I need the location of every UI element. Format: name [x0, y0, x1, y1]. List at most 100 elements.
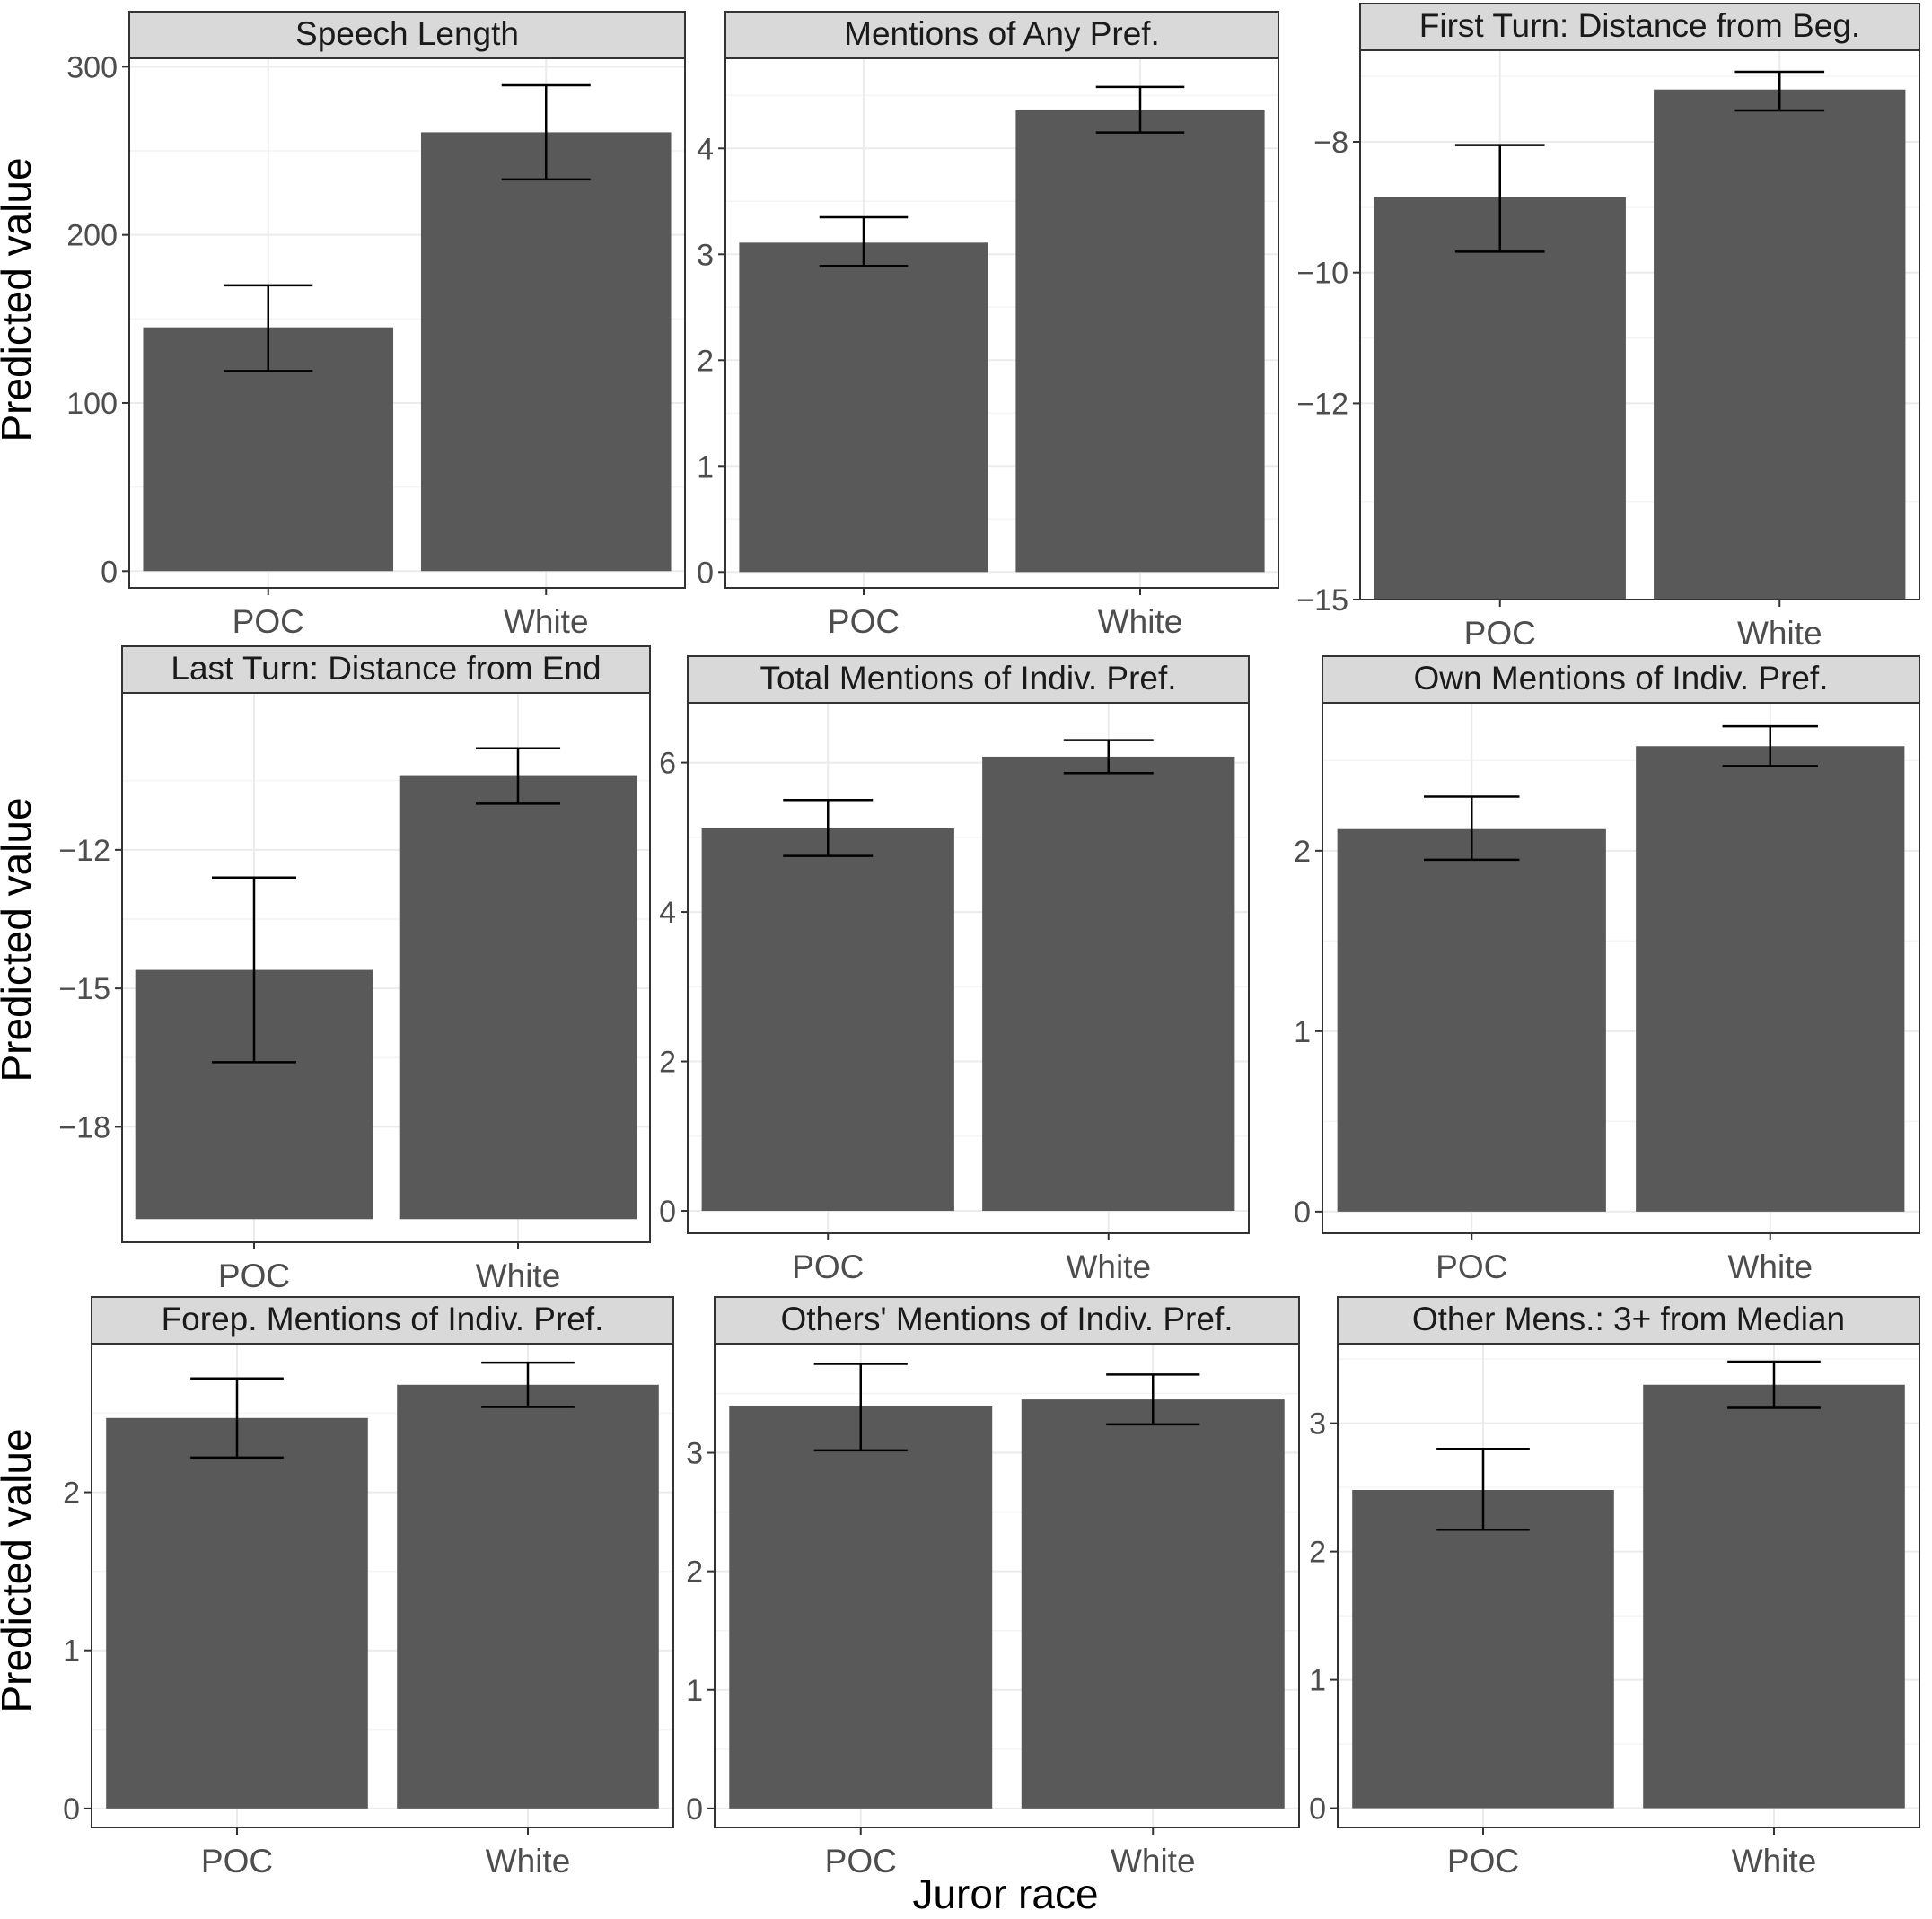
x-axis-label: Juror race [912, 1871, 1098, 1917]
y-tick-label: 0 [1294, 1196, 1311, 1230]
y-tick-label: 2 [697, 344, 714, 378]
y-tick-label: 2 [686, 1555, 703, 1590]
errorbar-white [1722, 724, 1818, 767]
x-tick-label-white: White [476, 1257, 561, 1294]
strip-background [1359, 3, 1920, 51]
y-tick-label: 300 [66, 50, 118, 84]
y-tick-label: 2 [1309, 1536, 1326, 1570]
x-tick-label-white: White [1098, 603, 1183, 640]
bar-poc [739, 242, 988, 573]
x-tick-label-poc: POC [201, 1843, 273, 1880]
panel-2: Mentions of Any Pref. 0 1 2 3 4 POC White [697, 11, 1279, 640]
bar-white [1015, 110, 1265, 573]
x-tick-label-poc: POC [828, 603, 900, 640]
panel-title: Total Mentions of Indiv. Pref. [760, 660, 1176, 697]
y-tick-label: 0 [659, 1195, 676, 1229]
bar-poc [729, 1406, 993, 1809]
errorbar-poc [211, 876, 297, 1064]
bar-poc [1374, 197, 1626, 600]
bar-white [1643, 1384, 1905, 1809]
strip-background [724, 11, 1279, 59]
errorbar-white [1063, 739, 1154, 775]
errorbar-white [1095, 85, 1185, 134]
y-tick-label: 1 [63, 1634, 80, 1669]
y-tick-label: 4 [697, 132, 714, 166]
errorbar-poc [819, 215, 909, 267]
panel-1: Speech Length 0 100 200 300 POC White [66, 11, 686, 640]
y-axis-label-row-1: Predicted value [0, 157, 40, 442]
strip-background [1337, 1296, 1920, 1345]
x-tick-label-poc: POC [1464, 615, 1536, 652]
y-tick-label: −15 [1296, 583, 1348, 618]
x-tick-label-white: White [1111, 1843, 1196, 1880]
y-tick-label: 200 [66, 219, 118, 253]
y-tick-label: 100 [66, 387, 118, 421]
errorbar-white [481, 1361, 575, 1408]
x-tick-label-white: White [1727, 1249, 1813, 1285]
bar-white [399, 775, 637, 1220]
bar-poc [701, 828, 954, 1212]
x-tick-label-poc: POC [233, 603, 304, 640]
x-tick-label-poc: POC [792, 1249, 864, 1285]
strip-background [1322, 655, 1920, 704]
panel-3: First Turn: Distance from Beg. −15 −12 −10 −… [1296, 3, 1920, 652]
panel-9: Other Mens.: 3+ from Median 0 1 2 3 POC White [1309, 1296, 1920, 1880]
panel-8: Others' Mentions of Indiv. Pref. 0 1 2 3 POC W… [686, 1296, 1300, 1880]
y-tick-label: −8 [1313, 126, 1348, 160]
y-tick-label: 1 [1309, 1664, 1326, 1698]
y-tick-label: 0 [63, 1792, 80, 1827]
panel-7: Forep. Mentions of Indiv. Pref. 0 1 2 POC Whi… [63, 1296, 674, 1880]
panel-title: Last Turn: Distance from End [171, 650, 601, 687]
panel-6: Own Mentions of Indiv. Pref. 0 1 2 POC White [1294, 655, 1920, 1285]
bar-white [397, 1384, 659, 1809]
panel-title: Other Mens.: 3+ from Median [1412, 1301, 1845, 1337]
bar-white [1636, 746, 1905, 1212]
y-tick-label: 2 [659, 1046, 676, 1080]
x-tick-label-white: White [1737, 615, 1822, 652]
bar-white [1021, 1399, 1285, 1809]
x-tick-label-white: White [1732, 1843, 1817, 1880]
y-tick-label: 4 [659, 896, 676, 930]
bar-poc [1337, 828, 1606, 1212]
errorbar-white [1106, 1373, 1200, 1426]
panel-title: First Turn: Distance from Beg. [1419, 7, 1860, 44]
x-tick-label-poc: POC [218, 1257, 290, 1294]
y-tick-label: −18 [58, 1110, 110, 1144]
y-tick-label: 3 [686, 1437, 703, 1471]
panel-title: Others' Mentions of Indiv. Pref. [780, 1301, 1233, 1337]
y-tick-label: 0 [101, 555, 118, 589]
y-tick-label: −15 [58, 972, 110, 1006]
errorbar-poc [1436, 1447, 1530, 1531]
x-tick-label-white: White [486, 1843, 571, 1880]
bar-white [420, 132, 672, 572]
x-tick-label-white: White [1066, 1249, 1151, 1285]
errorbar-poc [783, 798, 874, 857]
errorbar-poc [1454, 144, 1545, 253]
bar-white [1654, 89, 1906, 600]
panel-title: Speech Length [295, 15, 519, 52]
x-tick-label-white: White [504, 603, 589, 640]
strip-background [121, 645, 651, 694]
panel-title: Forep. Mentions of Indiv. Pref. [162, 1301, 604, 1337]
y-tick-label: 3 [1309, 1407, 1326, 1441]
panel-title: Mentions of Any Pref. [844, 15, 1160, 52]
panel-4: Last Turn: Distance from End −18 −15 −12 POC… [58, 645, 651, 1294]
errorbar-white [1727, 1360, 1821, 1409]
x-tick-label-poc: POC [825, 1843, 897, 1880]
y-tick-label: 6 [659, 747, 676, 781]
panel-5: Total Mentions of Indiv. Pref. 0 2 4 6 POC Whi… [659, 655, 1250, 1285]
y-tick-label: 2 [1294, 835, 1311, 869]
strip-background [128, 11, 686, 59]
errorbar-poc [1424, 795, 1520, 862]
y-axis-label-row-3: Predicted value [0, 1428, 40, 1713]
bar-poc [1352, 1489, 1614, 1809]
y-tick-label: 1 [697, 450, 714, 484]
y-tick-label: 1 [1294, 1015, 1311, 1049]
y-tick-label: −10 [1296, 257, 1348, 291]
strip-background [714, 1296, 1300, 1345]
bar-poc [106, 1417, 368, 1809]
y-tick-label: −12 [58, 834, 110, 868]
bar-white [982, 756, 1235, 1212]
